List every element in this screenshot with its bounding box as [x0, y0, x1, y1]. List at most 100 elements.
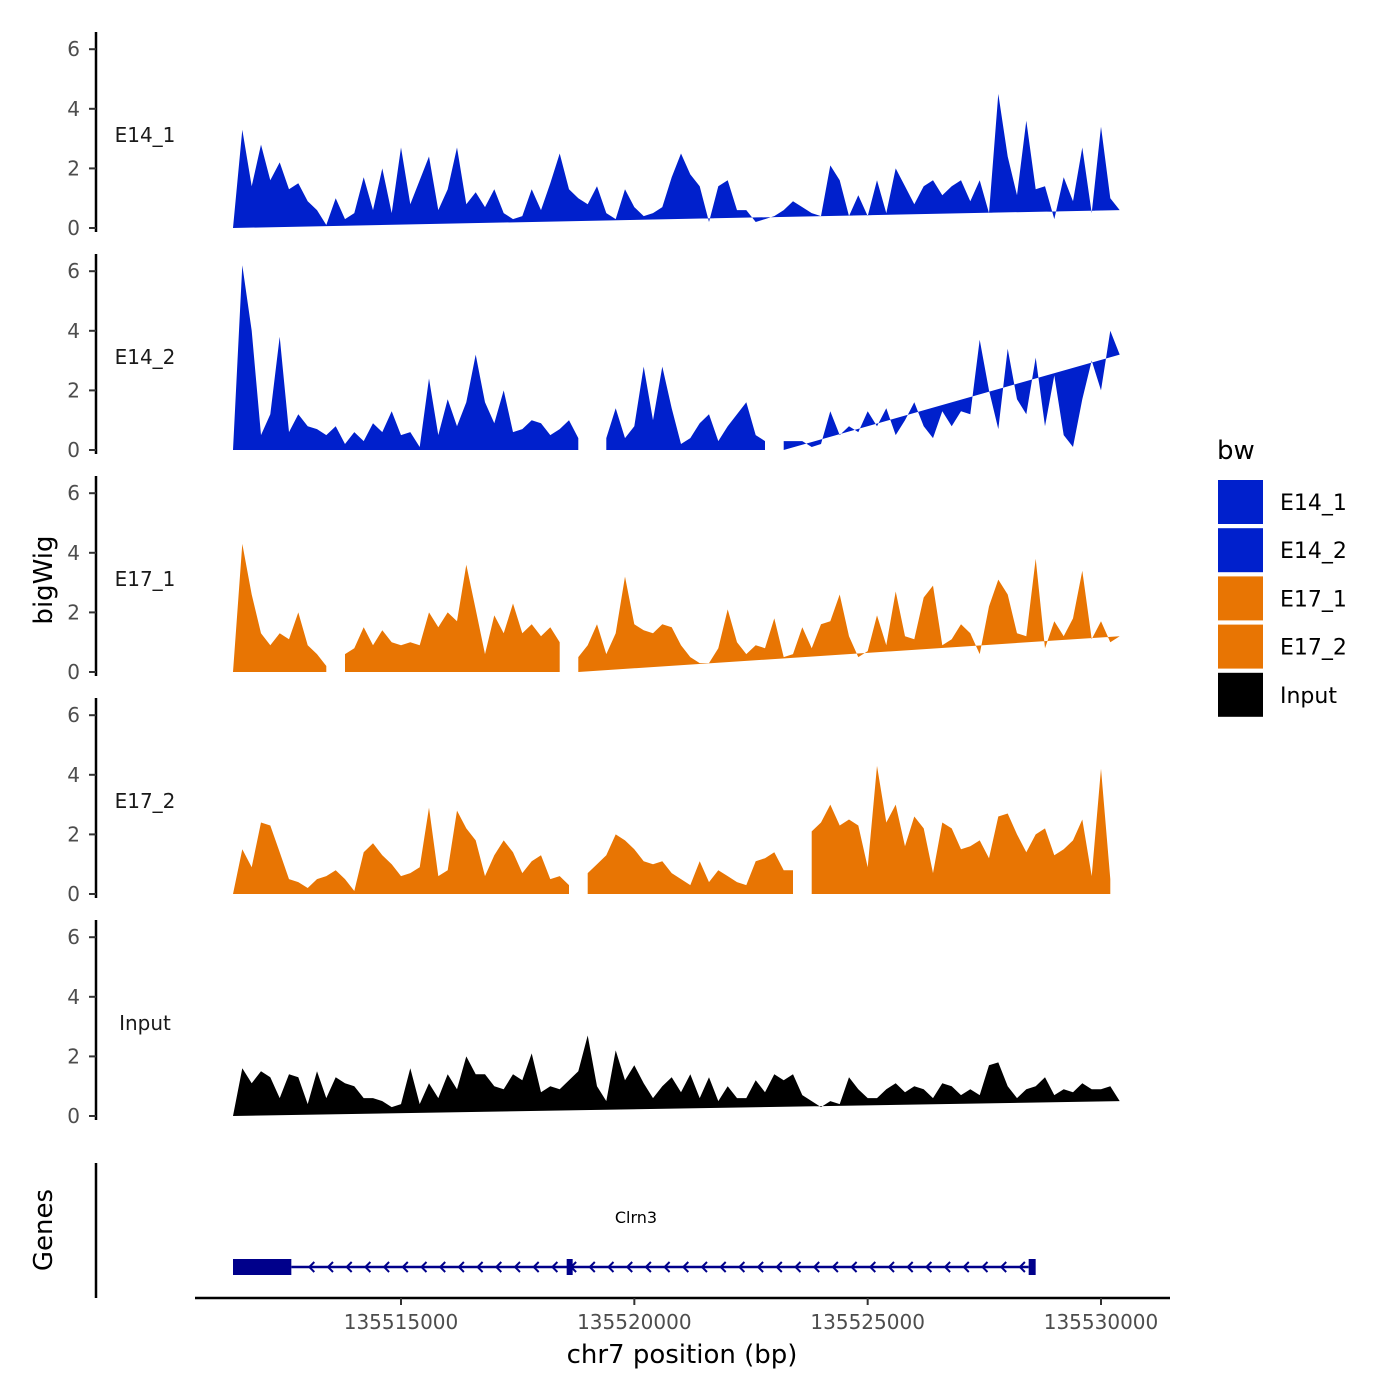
- gene-exon: [566, 1259, 573, 1275]
- track-label: E14_1: [115, 123, 176, 147]
- signal-area-E17_1: [233, 543, 327, 672]
- strand-arrow: [850, 1261, 858, 1273]
- legend-swatch-Input: [1218, 672, 1263, 717]
- strand-arrow: [401, 1261, 409, 1273]
- strand-arrow: [775, 1261, 783, 1273]
- y-axis-title: bigWig: [29, 535, 59, 624]
- track-label: Input: [119, 1011, 171, 1035]
- genes-panel-title: Genes: [29, 1189, 59, 1271]
- y-tick-label: 6: [67, 259, 80, 283]
- strand-arrow: [513, 1261, 521, 1273]
- x-tick-label: 135515000: [344, 1310, 459, 1334]
- strand-arrow: [438, 1261, 446, 1273]
- y-tick-label: 0: [67, 438, 80, 462]
- strand-arrow: [981, 1261, 989, 1273]
- strand-arrow: [1018, 1261, 1026, 1273]
- y-tick-label: 6: [67, 703, 80, 727]
- strand-arrow: [756, 1261, 764, 1273]
- y-tick-label: 2: [67, 600, 80, 624]
- strand-arrow: [307, 1261, 316, 1273]
- legend-label: Input: [1280, 684, 1337, 709]
- x-tick-label: 135525000: [810, 1310, 925, 1334]
- track-Input: 0 2 4 6 Input: [67, 920, 1120, 1128]
- signal-area-E17_1: [578, 558, 1120, 672]
- legend-title: bw: [1217, 436, 1255, 466]
- signal-area-E17_2: [587, 834, 793, 894]
- y-tick-label: 4: [67, 97, 80, 121]
- strand-arrow: [326, 1261, 334, 1273]
- strand-arrow: [962, 1261, 970, 1273]
- y-tick-label: 0: [67, 660, 80, 684]
- strand-arrow: [924, 1261, 933, 1273]
- y-tick-label: 0: [67, 216, 80, 240]
- y-tick-label: 0: [67, 882, 80, 906]
- strand-arrow: [644, 1261, 652, 1273]
- legend-label: E17_2: [1280, 636, 1347, 661]
- signal-area-Input: [233, 1035, 1120, 1116]
- strand-arrow: [794, 1261, 802, 1273]
- strand-arrow: [382, 1261, 390, 1273]
- strand-arrow: [550, 1261, 559, 1273]
- legend: bw E14_1 E14_2 E17_1 E17_2 Input: [1217, 436, 1347, 717]
- strand-arrow: [363, 1261, 372, 1273]
- strand-arrow: [345, 1261, 353, 1273]
- y-tick-label: 6: [67, 37, 80, 61]
- track-label: E17_2: [115, 789, 176, 813]
- y-tick-label: 0: [67, 1104, 80, 1128]
- y-tick-label: 2: [67, 156, 80, 180]
- gene-exon: [233, 1259, 292, 1275]
- x-tick-label: 135530000: [1044, 1310, 1159, 1334]
- strand-arrow: [906, 1261, 914, 1273]
- y-tick-label: 4: [67, 541, 80, 565]
- track-label: E14_2: [115, 345, 176, 369]
- legend-swatch-E14_1: [1218, 480, 1263, 524]
- signal-area-E14_2: [606, 366, 765, 450]
- strand-arrow: [607, 1261, 615, 1273]
- strand-arrow: [812, 1261, 820, 1273]
- legend-label: E17_1: [1280, 587, 1347, 612]
- gene-exon: [1028, 1259, 1036, 1275]
- gene-label: Clrn3: [615, 1208, 657, 1227]
- y-tick-label: 4: [67, 763, 80, 787]
- y-tick-label: 2: [67, 822, 80, 846]
- signal-tracks: 0 2 4 6 E14_1 0 2 4 6 E14_2 0 2 4 6 E17_1 0 2 4 6 E17_2 0 2 4 6…: [67, 32, 1120, 1128]
- strand-arrow: [457, 1261, 465, 1273]
- strand-arrow: [719, 1261, 727, 1273]
- track-E14_1: 0 2 4 6 E14_1: [67, 32, 1120, 240]
- strand-arrow: [532, 1261, 540, 1273]
- y-tick-label: 6: [67, 925, 80, 949]
- x-tick-label: 135520000: [577, 1310, 692, 1334]
- y-tick-label: 2: [67, 378, 80, 402]
- y-tick-label: 2: [67, 1044, 80, 1068]
- strand-arrow: [999, 1261, 1007, 1273]
- signal-area-E17_1: [345, 564, 560, 672]
- signal-area-E14_2: [783, 330, 1120, 450]
- legend-swatch-E17_2: [1218, 624, 1263, 669]
- strand-arrow: [476, 1261, 484, 1273]
- strand-arrow: [420, 1261, 428, 1273]
- strand-arrow: [494, 1261, 503, 1273]
- track-E14_2: 0 2 4 6 E14_2: [67, 254, 1120, 462]
- x-axis: 135515000 135520000 135525000 135530000: [195, 1296, 1170, 1334]
- strand-arrow: [831, 1261, 839, 1273]
- strand-arrow: [887, 1261, 895, 1273]
- strand-arrow: [625, 1261, 633, 1273]
- legend-swatch-E17_1: [1218, 576, 1263, 621]
- strand-arrow: [868, 1261, 877, 1273]
- genes-panel: Genes Clrn3: [29, 1163, 1036, 1298]
- signal-area-E14_1: [233, 93, 1120, 229]
- strand-arrow: [737, 1261, 746, 1273]
- signal-area-E17_2: [811, 765, 1111, 894]
- y-tick-label: 4: [67, 319, 80, 343]
- strand-arrow: [943, 1261, 951, 1273]
- strand-arrow: [700, 1261, 708, 1273]
- track-E17_1: 0 2 4 6 E17_1: [67, 476, 1120, 684]
- y-tick-label: 6: [67, 481, 80, 505]
- track-label: E17_1: [115, 567, 176, 591]
- x-axis-title: chr7 position (bp): [567, 1340, 798, 1370]
- signal-area-E17_2: [233, 807, 569, 894]
- strand-arrow: [588, 1261, 596, 1273]
- gene-model: [233, 1259, 1036, 1275]
- y-tick-label: 4: [67, 985, 80, 1009]
